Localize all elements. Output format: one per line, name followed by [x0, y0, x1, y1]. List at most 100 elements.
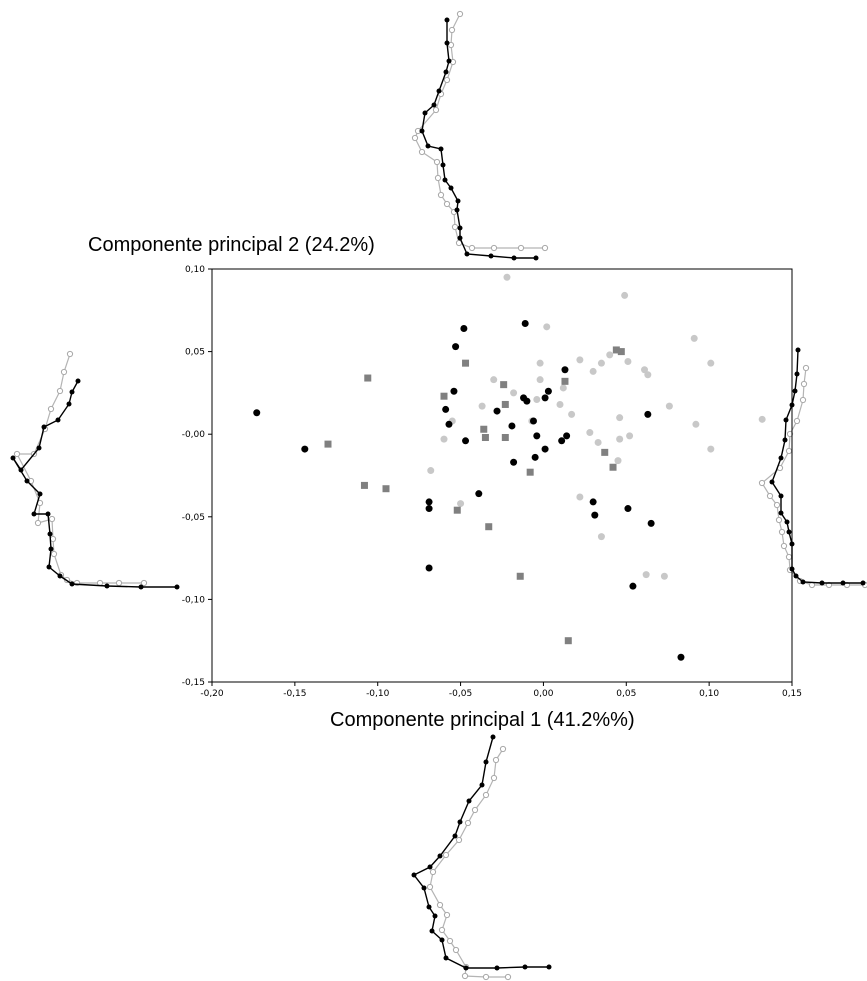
deformed-shape-line: [412, 736, 549, 969]
data-point: [591, 511, 599, 519]
data-point: [510, 389, 518, 397]
landmark-open: [766, 492, 774, 500]
landmark-filled: [104, 583, 110, 589]
data-point: [665, 402, 673, 410]
landmark-open: [437, 191, 445, 199]
landmark-filled: [421, 885, 427, 891]
data-point: [360, 481, 368, 489]
landmark-open: [482, 791, 490, 799]
landmark-filled: [457, 819, 463, 825]
data-point: [707, 359, 715, 367]
landmark-filled: [860, 580, 866, 586]
x-axis: -0,20 -0,15 -0,10 -0,05 0,00 0,05 0,10 0,15: [200, 682, 802, 699]
data-point: [324, 440, 332, 448]
landmark-open: [461, 972, 469, 980]
data-point: [529, 417, 537, 425]
landmark-filled: [769, 479, 775, 485]
landmark-filled: [47, 531, 53, 537]
data-point: [452, 343, 460, 351]
data-point: [558, 437, 566, 445]
landmark-filled: [37, 491, 43, 497]
data-point: [531, 453, 539, 461]
data-point: [543, 323, 551, 331]
x-tick-label: -0,20: [200, 689, 224, 699]
landmark-open: [60, 368, 68, 376]
data-point: [536, 359, 544, 367]
plot-border: [211, 268, 793, 683]
landmark-open: [786, 430, 794, 438]
data-point: [523, 397, 531, 405]
landmark-filled: [446, 58, 452, 64]
data-point: [616, 435, 624, 443]
landmark-filled: [36, 445, 42, 451]
data-point: [521, 320, 529, 328]
shape-outlines: [10, 10, 867, 981]
landmark-open: [490, 774, 498, 782]
data-point: [475, 490, 483, 498]
data-point: [462, 437, 470, 445]
landmark-open: [411, 134, 419, 142]
landmark-open: [13, 450, 21, 458]
landmark-open: [799, 396, 807, 404]
landmark-open: [464, 819, 472, 827]
data-point: [453, 506, 461, 514]
data-point: [462, 359, 470, 367]
landmark-open: [451, 223, 459, 231]
data-point: [533, 396, 541, 404]
landmark-filled: [41, 424, 47, 430]
data-point: [501, 400, 509, 408]
mean-shape-line: [16, 353, 144, 584]
shape-outline-bottom: [411, 734, 552, 981]
data-point: [601, 448, 609, 456]
landmark-open: [800, 380, 808, 388]
data-point: [460, 324, 468, 332]
landmark-filled: [793, 573, 799, 579]
landmark-open: [442, 851, 450, 859]
landmark-filled: [794, 371, 800, 377]
data-point: [440, 435, 448, 443]
landmark-open: [802, 364, 810, 372]
landmark-filled: [533, 255, 539, 261]
data-point: [647, 519, 655, 527]
data-point: [758, 415, 766, 423]
data-point: [526, 468, 534, 476]
landmark-open: [418, 148, 426, 156]
data-point: [568, 410, 576, 418]
y-tick-label: -0,00: [182, 430, 206, 440]
data-point: [493, 407, 501, 415]
landmark-filled: [452, 833, 458, 839]
data-point: [442, 405, 450, 413]
landmark-filled: [454, 207, 460, 213]
plot-area: [211, 268, 793, 683]
landmark-filled: [48, 546, 54, 552]
landmark-filled: [24, 478, 30, 484]
landmark-filled: [466, 798, 472, 804]
data-point: [707, 445, 715, 453]
landmark-open: [471, 806, 479, 814]
data-point: [692, 420, 700, 428]
data-point: [597, 533, 605, 541]
data-point: [642, 571, 650, 579]
landmark-filled: [463, 965, 469, 971]
y-tick-label: -0,15: [182, 678, 205, 688]
landmark-open: [436, 901, 444, 909]
data-point: [510, 458, 518, 466]
landmark-filled: [46, 564, 52, 570]
landmark-open: [432, 106, 440, 114]
y-tick-label: -0,05: [182, 513, 205, 523]
landmark-filled: [444, 17, 450, 23]
landmark-filled: [457, 225, 463, 231]
x-tick-label: 0,10: [699, 689, 719, 699]
landmark-open: [455, 836, 463, 844]
x-tick-label: -0,05: [449, 689, 472, 699]
data-point: [561, 377, 569, 385]
landmark-open: [434, 174, 442, 182]
mean-shape-line: [761, 367, 865, 586]
data-point: [626, 432, 634, 440]
landmark-open: [778, 528, 786, 536]
data-point: [425, 505, 433, 513]
mean-shape-line: [429, 748, 508, 978]
landmark-filled: [819, 580, 825, 586]
landmark-open: [775, 516, 783, 524]
landmark-open: [492, 756, 500, 764]
